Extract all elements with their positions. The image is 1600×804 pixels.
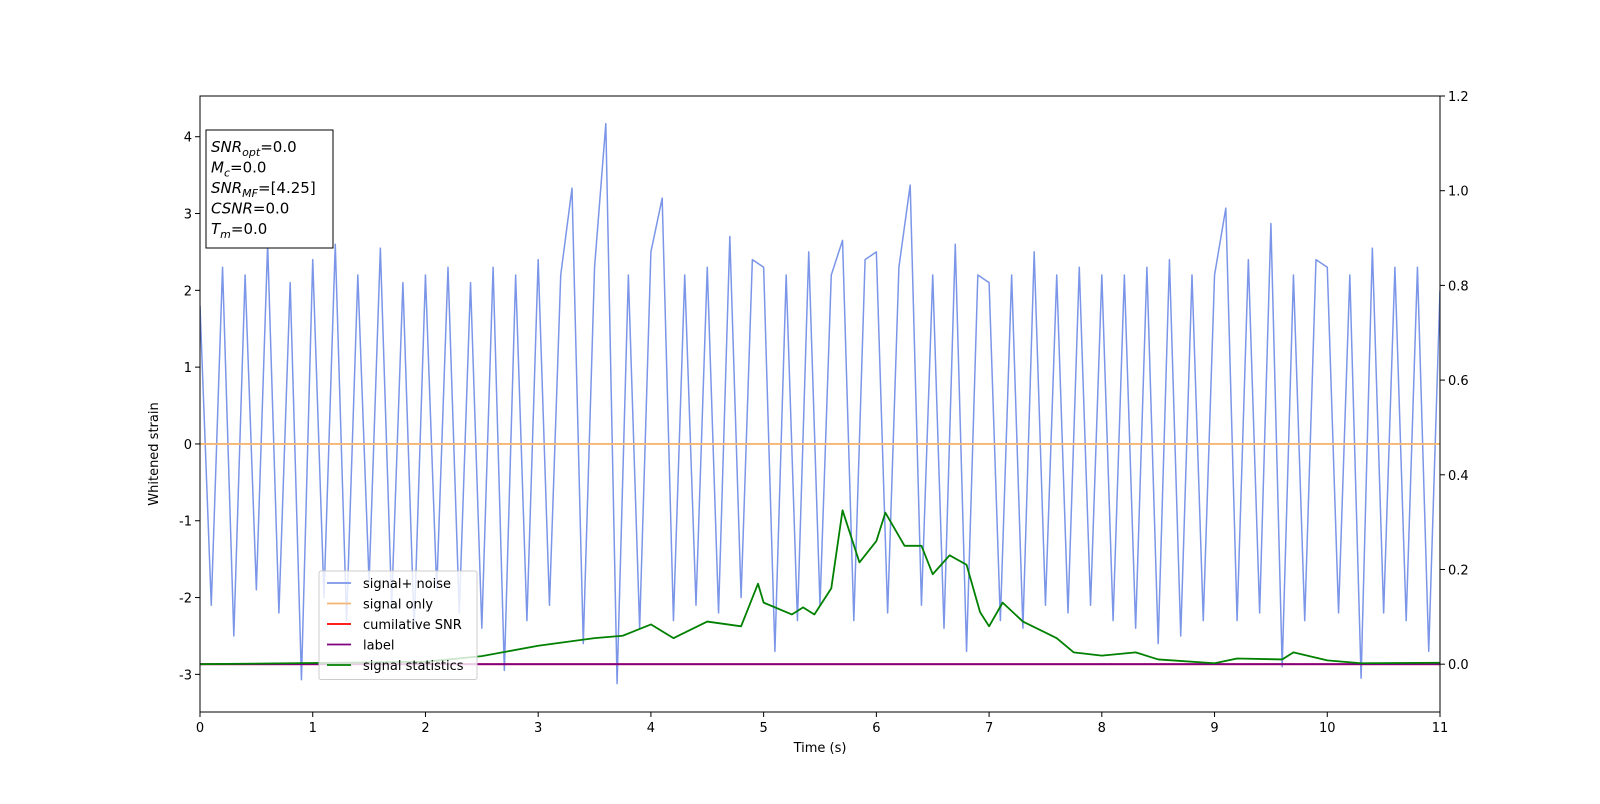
y-tick-label: 1 bbox=[184, 361, 192, 376]
annotation-text: CSNR bbox=[211, 200, 253, 218]
y-tick-label: -1 bbox=[179, 515, 192, 530]
y2-tick-label: 0.8 bbox=[1448, 279, 1469, 294]
annotation-text: SNR bbox=[211, 179, 242, 197]
annotation-text: T bbox=[211, 220, 222, 238]
y2-tick-label: 1.0 bbox=[1448, 185, 1469, 200]
annotation-text: SNR bbox=[211, 138, 242, 156]
annotation-text: =0.0 bbox=[260, 138, 296, 156]
annotation-line: SNRopt=0.0 bbox=[211, 138, 297, 159]
y-tick-label: 0 bbox=[184, 438, 192, 453]
axes-frame bbox=[199, 95, 1441, 713]
x-tick-label: 3 bbox=[534, 721, 542, 736]
annotation-line: SNRMF=[4.25] bbox=[211, 179, 316, 200]
annotation-text: =0.0 bbox=[230, 159, 266, 177]
legend-label: cumilative SNR bbox=[363, 618, 462, 633]
legend: signal+ noise signal only cumilative SNR la… bbox=[318, 570, 478, 680]
annotation-line: Mc=0.0 bbox=[211, 159, 266, 180]
x-tick-label: 2 bbox=[421, 721, 429, 736]
x-tick-label: 0 bbox=[196, 721, 204, 736]
y-tick-label: -2 bbox=[179, 592, 192, 607]
y-tick-label: -3 bbox=[179, 668, 192, 683]
x-axis-label: Time (s) bbox=[793, 741, 847, 756]
y2-tick-label: 0.2 bbox=[1448, 563, 1469, 578]
annotation-text: =0.0 bbox=[253, 200, 289, 218]
x-tick-label: 11 bbox=[1432, 721, 1449, 736]
x-tick-label: 7 bbox=[985, 721, 993, 736]
y-axis-label: Whitened strain bbox=[147, 402, 162, 505]
x-tick-label: 6 bbox=[872, 721, 880, 736]
legend-label: signal+ noise bbox=[363, 577, 451, 592]
annotation: SNRopt=0.0Mc=0.0SNRMF=[4.25]CSNR=0.0Tm=0… bbox=[205, 129, 334, 249]
legend-box bbox=[318, 570, 478, 680]
y2-tick-label: 0.0 bbox=[1448, 658, 1469, 673]
annotation-line: CSNR=0.0 bbox=[211, 200, 289, 218]
x-tick-label: 10 bbox=[1319, 721, 1336, 736]
y2-tick-label: 1.2 bbox=[1448, 90, 1469, 105]
x-tick-label: 1 bbox=[309, 721, 317, 736]
y2-tick-label: 0.6 bbox=[1448, 374, 1469, 389]
y-tick-label: 4 bbox=[184, 131, 192, 146]
y2-tick-label: 0.4 bbox=[1448, 469, 1469, 484]
x-tick-label: 5 bbox=[759, 721, 767, 736]
legend-label: signal statistics bbox=[363, 659, 464, 674]
annotation-line: Tm=0.0 bbox=[211, 220, 267, 241]
series-line bbox=[200, 509, 1440, 666]
x-tick-label: 9 bbox=[1210, 721, 1218, 736]
annotation-sub: MF bbox=[242, 187, 258, 200]
x-tick-label: 8 bbox=[1098, 721, 1106, 736]
annotation-sub: c bbox=[224, 167, 230, 180]
annotation-text: =0.0 bbox=[231, 220, 267, 238]
annotation-sub: opt bbox=[242, 146, 261, 159]
y-tick-label: 3 bbox=[184, 208, 192, 223]
legend-label: label bbox=[363, 639, 394, 654]
legend-label: signal only bbox=[363, 598, 433, 613]
y-tick-label: 2 bbox=[184, 284, 192, 299]
x-tick-label: 4 bbox=[647, 721, 655, 736]
annotation-sub: m bbox=[220, 228, 231, 241]
annotation-box bbox=[205, 129, 334, 249]
annotation-text: =[4.25] bbox=[258, 179, 316, 197]
annotation-text: M bbox=[211, 159, 224, 177]
